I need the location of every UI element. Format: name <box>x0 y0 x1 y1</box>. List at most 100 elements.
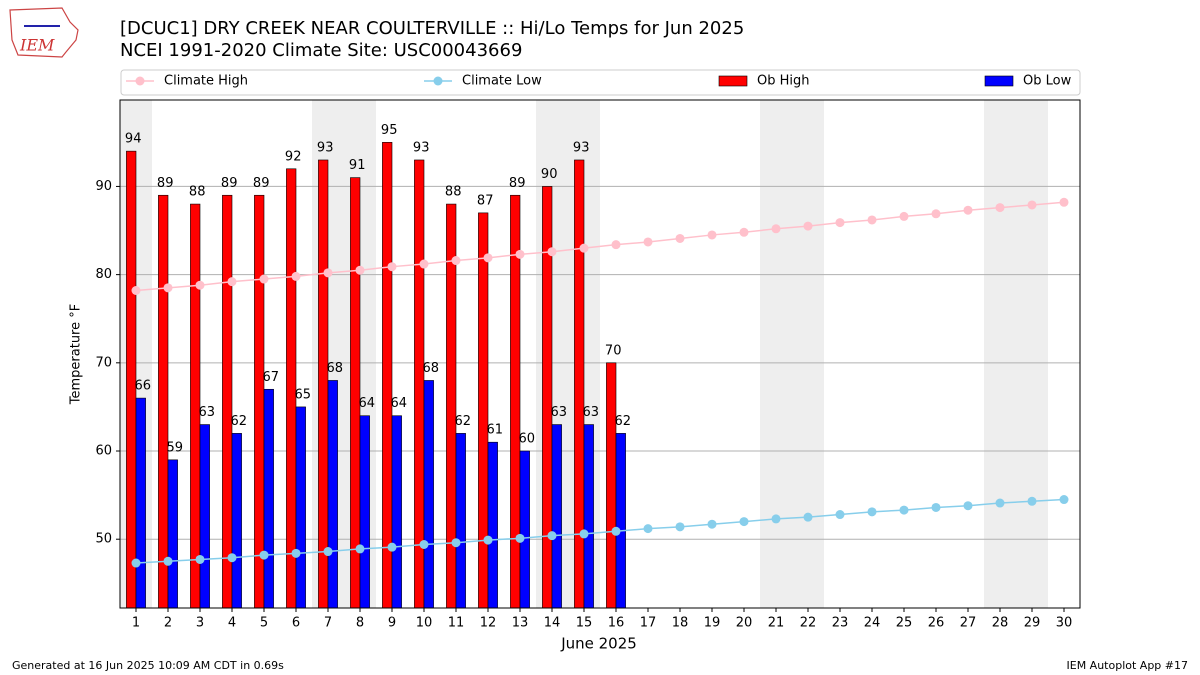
point <box>387 542 397 552</box>
point <box>707 519 717 529</box>
logo-text: IEM <box>19 36 55 55</box>
value-label: 95 <box>381 123 398 138</box>
point <box>899 211 909 221</box>
x-tick-label: 10 <box>416 616 433 631</box>
point <box>835 218 845 228</box>
point <box>259 550 269 560</box>
x-tick-label: 18 <box>672 616 689 631</box>
x-tick-label: 22 <box>800 616 817 631</box>
legend-swatch <box>135 76 145 86</box>
point <box>515 533 525 543</box>
value-label: 59 <box>167 440 184 455</box>
x-tick-label: 19 <box>704 616 721 631</box>
point <box>131 286 141 295</box>
x-tick-label: 24 <box>864 616 881 631</box>
point <box>227 277 237 287</box>
legend-swatch <box>984 75 1014 87</box>
x-tick-label: 11 <box>448 616 465 631</box>
point <box>163 556 173 566</box>
point <box>131 558 141 568</box>
weekend-band <box>760 100 792 608</box>
point <box>451 538 461 548</box>
value-label: 60 <box>519 432 536 447</box>
point <box>995 498 1005 508</box>
value-label: 64 <box>359 396 376 411</box>
point <box>547 531 557 541</box>
x-tick-label: 7 <box>324 616 332 631</box>
value-label: 63 <box>551 405 568 420</box>
point <box>899 505 909 515</box>
bar <box>487 441 498 609</box>
x-tick-label: 20 <box>736 616 753 631</box>
bar <box>359 415 370 609</box>
legend-swatch <box>718 75 748 87</box>
value-label: 92 <box>285 149 302 164</box>
point <box>483 253 493 263</box>
line <box>135 498 1065 564</box>
bar <box>583 424 594 609</box>
x-tick-label: 13 <box>512 616 529 631</box>
x-tick-label: 16 <box>608 616 625 631</box>
bar <box>263 388 274 609</box>
bar <box>519 450 530 609</box>
point <box>259 274 269 284</box>
point <box>1027 496 1037 506</box>
value-label: 70 <box>605 343 622 358</box>
point <box>963 501 973 511</box>
bar <box>135 397 146 609</box>
point <box>867 215 877 225</box>
weekend-band <box>984 100 1016 608</box>
x-tick-label: 2 <box>164 616 172 631</box>
value-label: 63 <box>199 405 216 420</box>
point <box>323 547 333 557</box>
point <box>1059 197 1069 207</box>
value-label: 89 <box>157 176 174 191</box>
point <box>931 209 941 219</box>
legend-label: Climate Low <box>462 74 542 89</box>
x-tick-label: 25 <box>896 616 913 631</box>
x-tick-label: 14 <box>544 616 561 631</box>
point <box>483 535 493 545</box>
x-tick-label: 29 <box>1024 616 1041 631</box>
bar <box>327 380 338 609</box>
value-label: 68 <box>327 361 344 376</box>
point <box>707 230 717 240</box>
x-tick-label: 4 <box>228 616 236 631</box>
x-tick-label: 17 <box>640 616 657 631</box>
x-tick-label: 5 <box>260 616 268 631</box>
value-label: 94 <box>125 132 142 147</box>
point <box>771 514 781 524</box>
point <box>291 548 301 558</box>
value-label: 88 <box>445 185 462 200</box>
bar <box>478 212 489 609</box>
bar <box>423 380 434 609</box>
point <box>995 203 1005 213</box>
bar <box>167 459 178 609</box>
bar <box>295 406 306 609</box>
x-axis-label: June 2025 <box>560 635 637 653</box>
point <box>771 224 781 234</box>
x-tick-label: 27 <box>960 616 977 631</box>
point <box>227 553 237 563</box>
point <box>611 240 621 250</box>
y-axis-label: Temperature °F <box>69 304 84 405</box>
point <box>867 507 877 517</box>
point <box>547 247 557 257</box>
chart-subtitle: NCEI 1991-2020 Climate Site: USC00043669 <box>120 40 522 61</box>
point <box>579 529 589 539</box>
point <box>419 540 429 549</box>
logo: IEM <box>9 7 79 58</box>
bar <box>551 424 562 609</box>
point <box>739 227 749 237</box>
value-label: 62 <box>231 414 248 429</box>
x-tick-label: 28 <box>992 616 1009 631</box>
point <box>451 256 461 266</box>
y-tick-label: 70 <box>95 355 112 370</box>
point <box>643 524 653 534</box>
value-label: 62 <box>455 414 472 429</box>
value-label: 67 <box>263 370 280 385</box>
legend-label: Climate High <box>164 74 248 89</box>
point <box>515 249 525 259</box>
point <box>387 262 397 272</box>
value-label: 93 <box>413 140 430 155</box>
